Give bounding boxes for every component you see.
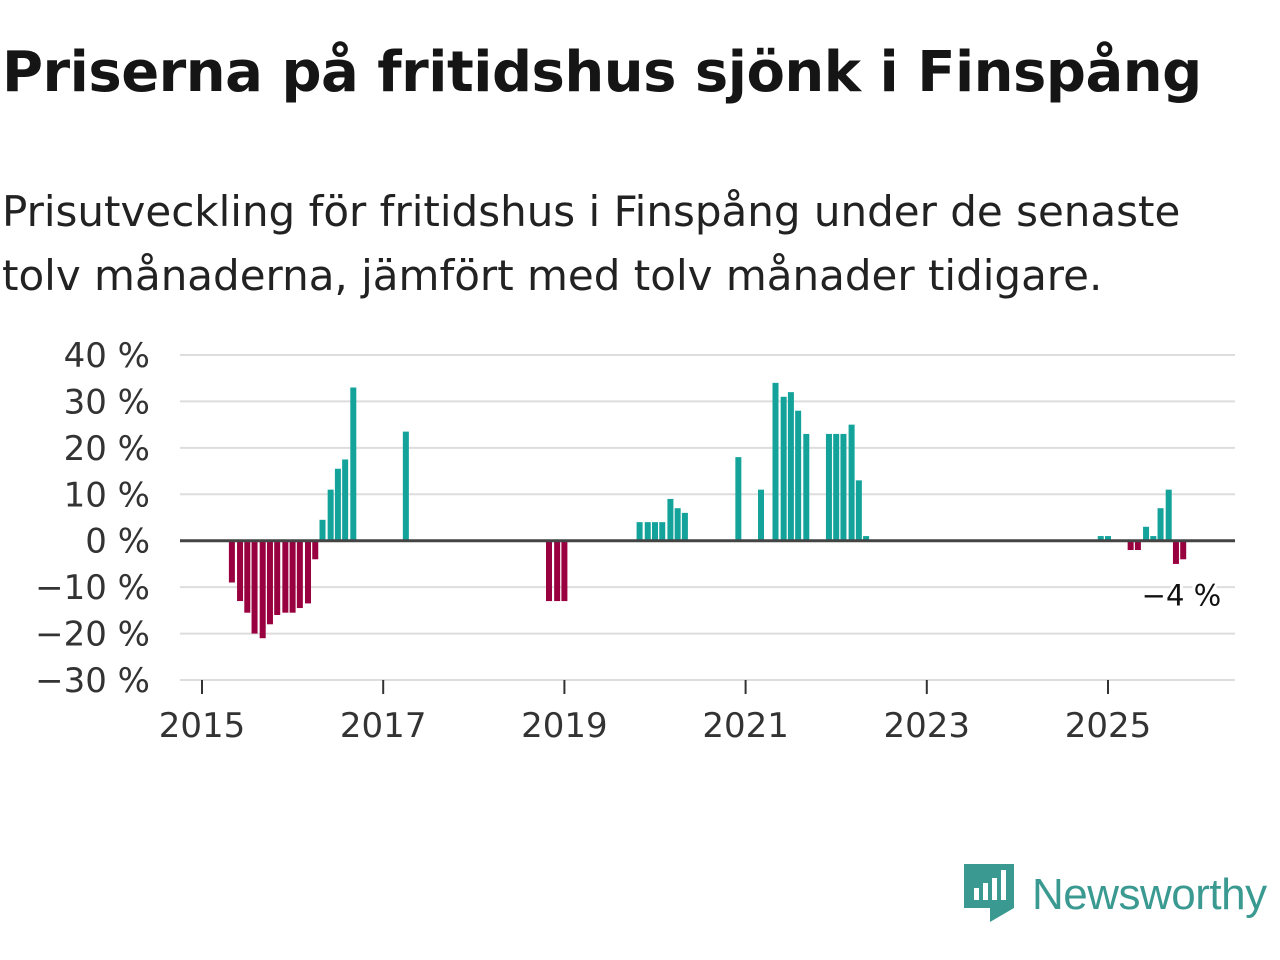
annotation-label: −4 % — [1142, 578, 1222, 612]
bar — [402, 431, 409, 541]
newsworthy-logo-icon — [964, 864, 1014, 922]
x-tick-label: 2025 — [1065, 706, 1152, 746]
bar — [1134, 540, 1141, 550]
bar — [289, 540, 296, 613]
bar — [652, 522, 658, 541]
chart-subtitle: Prisutveckling för fritidshus i Finspång… — [2, 187, 1181, 300]
y-tick-label: 0 % — [85, 522, 150, 562]
bar — [244, 540, 251, 613]
bar — [644, 522, 651, 541]
bar — [1172, 540, 1179, 564]
bar — [833, 433, 840, 541]
y-tick-label: −10 % — [35, 568, 150, 608]
bar — [636, 522, 643, 541]
bar — [1105, 536, 1111, 541]
chart-title: Priserna på fritidshus sjönk i Finspång — [2, 40, 1202, 105]
bar — [554, 540, 561, 602]
bar — [681, 512, 688, 541]
bars — [228, 382, 1187, 639]
bar — [319, 519, 326, 541]
bar — [1097, 536, 1104, 541]
axes — [180, 539, 1235, 694]
x-tick-label: 2017 — [340, 706, 427, 746]
bar — [1157, 508, 1164, 541]
x-tick-label: 2021 — [702, 706, 789, 746]
bar — [848, 424, 855, 541]
bar — [855, 480, 862, 541]
bar — [312, 540, 319, 560]
bar — [795, 410, 802, 541]
bar-chart: 40 % 30 % 20 % 10 % 0 % −10 % −20 % −30 %2015 20… — [35, 336, 1235, 746]
bar — [237, 540, 244, 602]
bar — [1150, 536, 1157, 541]
bar — [1127, 540, 1134, 550]
bar — [296, 540, 303, 609]
bar — [1165, 489, 1172, 541]
bar — [266, 540, 273, 625]
bar — [674, 508, 681, 541]
bar — [545, 540, 552, 602]
bar — [228, 540, 235, 583]
bar — [787, 392, 794, 541]
bar — [334, 468, 341, 541]
bar — [667, 498, 674, 541]
bar — [780, 396, 787, 541]
x-tick-label: 2015 — [159, 706, 246, 746]
bar — [259, 540, 266, 639]
bar — [305, 540, 312, 604]
bar — [342, 459, 349, 541]
bar — [1143, 526, 1150, 541]
tick-labels: 40 % 30 % 20 % 10 % 0 % −10 % −20 % −30 %2015 20… — [35, 336, 1224, 746]
bar — [561, 540, 568, 602]
x-tick-label: 2023 — [884, 706, 971, 746]
y-tick-label: −20 % — [35, 615, 150, 655]
bar — [251, 540, 258, 634]
bar — [659, 522, 666, 541]
bar — [327, 489, 334, 541]
bar — [863, 536, 870, 541]
bar — [274, 540, 281, 615]
x-tick-label: 2019 — [521, 706, 608, 746]
bar — [825, 433, 832, 541]
bar — [803, 433, 810, 541]
bar — [772, 382, 779, 541]
bar — [350, 387, 357, 541]
y-tick-label: 10 % — [64, 475, 150, 515]
brand-name: Newsworthy — [1032, 870, 1267, 919]
bar — [282, 540, 289, 613]
y-tick-label: 40 % — [64, 336, 150, 376]
bar — [840, 433, 847, 541]
bar — [758, 489, 765, 541]
y-tick-label: 20 % — [64, 429, 150, 469]
y-tick-label: 30 % — [64, 382, 150, 422]
brand-logo: Newsworthy — [964, 864, 1267, 926]
bar — [1180, 540, 1187, 560]
y-tick-label: −30 % — [35, 661, 150, 701]
bar — [735, 457, 742, 541]
